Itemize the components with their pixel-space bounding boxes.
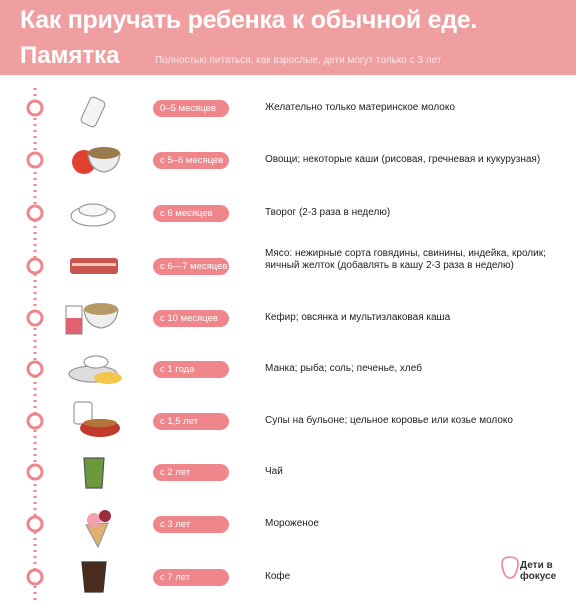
header: Как приучать ребенка к обычной еде. Памя… [0,0,576,75]
logo-line: фокусе [520,571,557,582]
title: Как приучать ребенка к обычной еде. [20,6,478,34]
timeline-dot [26,463,44,481]
item-text: Желательно только материнское молоко [265,102,455,113]
item-text: Кефир; овсянка и мультизлаковая каша [265,312,451,323]
timeline-dot [26,257,44,275]
item-text: Мороженое [265,518,319,529]
timeline-dot [26,412,44,430]
item-text: Творог (2-3 раза в неделю) [265,207,391,218]
timeline-dot [26,151,44,169]
item-text: Манка; рыба; соль; печенье, хлеб [265,363,422,374]
item-text: Овощи; некоторые каши (рисовая, гречнева… [265,154,541,165]
timeline-dot [26,568,44,586]
age-pill: с 7 лет [153,569,229,586]
timeline-dot [26,204,44,222]
timeline-dot [26,99,44,117]
timeline-dot [26,515,44,533]
item-text: Кофе [265,571,291,582]
age-pill: с 2 лет [153,464,229,481]
age-pill: с 6—7 месяцев [153,258,229,275]
age-pill: с 6 месяцев [153,205,229,222]
age-pill: 0–5 месяцев [153,100,229,117]
subtitle: Полностью питаться, как взрослые, дети м… [155,55,442,66]
label: Памятка [20,42,120,69]
item-text: Супы на бульоне; цельное коровье или коз… [265,415,513,426]
timeline-dot [26,309,44,327]
item-text: Чай [265,466,283,477]
age-pill: с 1 года [153,361,229,378]
age-pill: с 10 месяцев [153,310,229,327]
logo: Дети в фокусе [520,560,556,582]
logo-line: Дети в [520,560,553,571]
item-text: Мясо: нежирные сорта говядины, свинины, … [265,248,546,271]
timeline-dot [26,360,44,378]
age-pill: с 3 лет [153,516,229,533]
age-pill: с 1,5 лет [153,413,229,430]
age-pill: с 5–6 месяцев [153,152,229,169]
